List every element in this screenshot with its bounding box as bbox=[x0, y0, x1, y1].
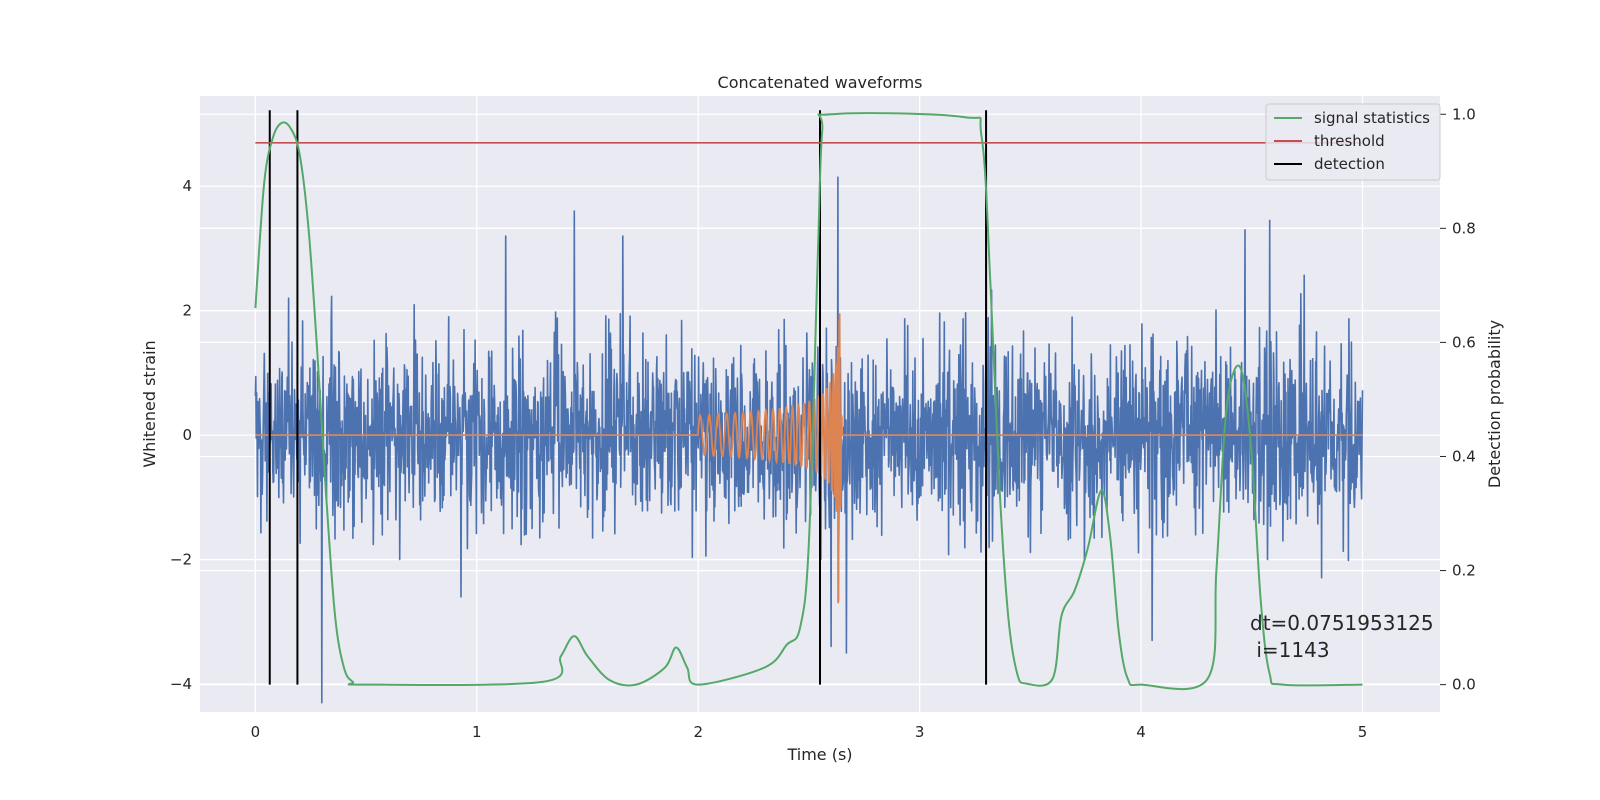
y-tick-label: 0 bbox=[182, 426, 192, 444]
x-tick-label: 3 bbox=[915, 723, 925, 741]
axis-ticks: 0 1 2 3 4 5 −4 −2 0 2 4 0.0 0.2 0.4 0.6 0.8 1.0 bbox=[170, 105, 1476, 741]
legend-box bbox=[1265, 103, 1441, 181]
chart-title: Concatenated waveforms bbox=[718, 73, 923, 92]
y2-tick-label: 0.4 bbox=[1452, 447, 1476, 465]
legend-label-detection: detection bbox=[1314, 155, 1385, 173]
y-tick-label: 2 bbox=[182, 302, 192, 320]
y2-tick-label: 0.0 bbox=[1452, 676, 1476, 694]
y-tick-label: −2 bbox=[170, 551, 192, 569]
legend: signal statistics threshold detection bbox=[1265, 103, 1441, 181]
annotation-dt: dt=0.0751953125 bbox=[1250, 611, 1434, 635]
x-tick-label: 1 bbox=[472, 723, 482, 741]
x-tick-label: 0 bbox=[251, 723, 261, 741]
legend-label-threshold: threshold bbox=[1314, 132, 1385, 150]
y-tick-label: −4 bbox=[170, 675, 192, 693]
x-tick-label: 4 bbox=[1136, 723, 1146, 741]
x-axis-label: Time (s) bbox=[786, 745, 852, 764]
annotation-index: i=1143 bbox=[1250, 638, 1330, 662]
y2-tick-label: 0.2 bbox=[1452, 562, 1476, 580]
strain-series-line bbox=[254, 176, 1364, 704]
plot-content bbox=[254, 110, 1364, 704]
y2-tick-label: 1.0 bbox=[1452, 105, 1476, 123]
x-tick-label: 2 bbox=[693, 723, 703, 741]
y-tick-label: 4 bbox=[182, 177, 192, 195]
y2-axis-label: Detection probability bbox=[1485, 320, 1504, 488]
x-tick-label: 5 bbox=[1358, 723, 1368, 741]
template-series-line bbox=[255, 313, 1363, 604]
y-axis-label: Whitened strain bbox=[140, 340, 159, 467]
y2-tick-label: 0.8 bbox=[1452, 219, 1476, 237]
y2-tick-label: 0.6 bbox=[1452, 333, 1476, 351]
signal-statistics-line bbox=[254, 112, 1363, 691]
legend-label-signal-statistics: signal statistics bbox=[1314, 109, 1430, 127]
